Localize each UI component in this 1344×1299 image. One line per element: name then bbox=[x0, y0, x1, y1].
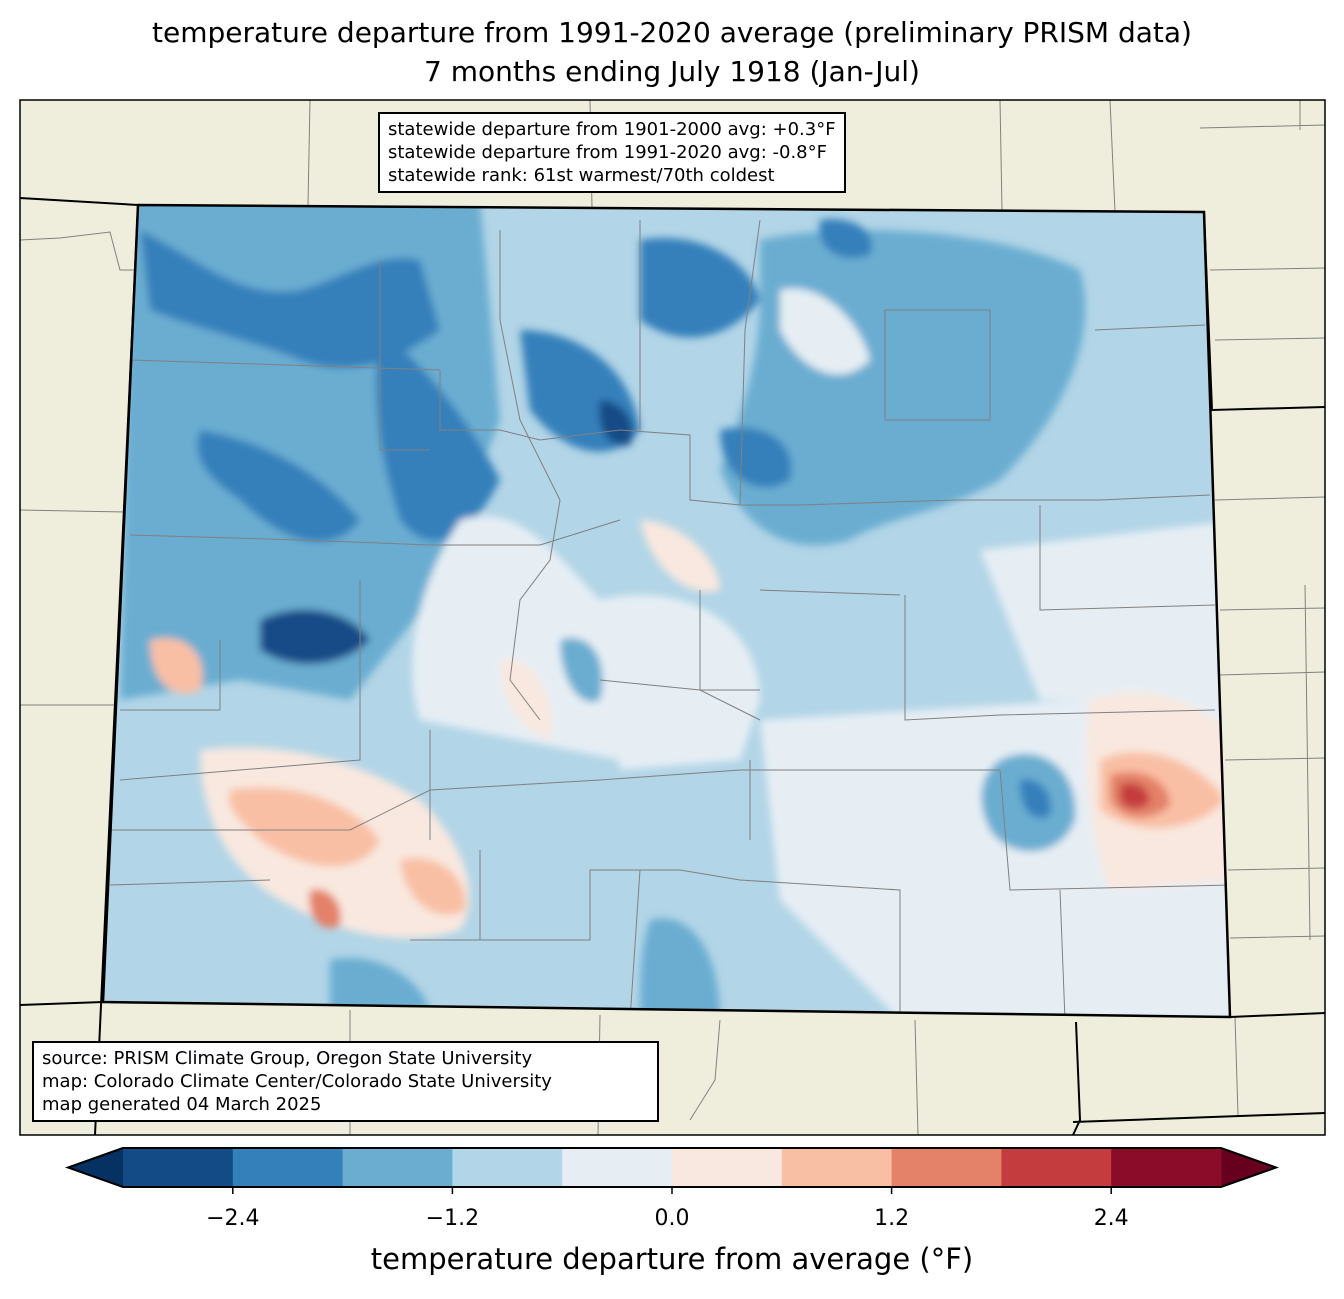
map-title: temperature departure from 1991-2020 ave… bbox=[152, 16, 1192, 49]
colorbar-tick-label: 2.4 bbox=[1093, 1206, 1129, 1231]
colorbar-tick-label: −1.2 bbox=[425, 1206, 480, 1231]
colorbar-tick-label: 1.2 bbox=[874, 1206, 910, 1231]
colorbar-bin bbox=[452, 1148, 563, 1187]
colorbar-bin bbox=[342, 1148, 453, 1187]
colorbar-bin bbox=[123, 1148, 234, 1187]
stat-1901-2000: statewide departure from 1901-2000 avg: … bbox=[388, 119, 836, 140]
colorbar-bin bbox=[781, 1148, 893, 1187]
source-box: source: PRISM Climate Group, Oregon Stat… bbox=[32, 1041, 659, 1122]
statewide-stats-box: statewide departure from 1901-2000 avg: … bbox=[378, 112, 846, 193]
map-subtitle: 7 months ending July 1918 (Jan-Jul) bbox=[424, 55, 920, 88]
colorbar-extend-low bbox=[68, 1148, 123, 1187]
stat-1991-2020: statewide departure from 1991-2020 avg: … bbox=[388, 142, 827, 163]
colorbar-bin bbox=[562, 1148, 673, 1187]
state-borders bbox=[19, 197, 1326, 1136]
colorbar-outline bbox=[65, 1147, 1279, 1188]
stat-rank: statewide rank: 61st warmest/70th coldes… bbox=[388, 165, 775, 186]
colorbar-label: temperature departure from average (°F) bbox=[370, 1242, 974, 1276]
colorbar-tick-label: −2.4 bbox=[206, 1206, 260, 1231]
colorbar-bin bbox=[1111, 1148, 1222, 1187]
colorbar-bin bbox=[232, 1148, 344, 1187]
source-line: source: PRISM Climate Group, Oregon Stat… bbox=[42, 1048, 533, 1069]
generated-date-line: map generated 04 March 2025 bbox=[42, 1094, 322, 1115]
neighbor-county-lines bbox=[19, 99, 1326, 1136]
colorbar-bin bbox=[891, 1148, 1002, 1187]
map-credit-line: map: Colorado Climate Center/Colorado St… bbox=[42, 1071, 552, 1092]
colorbar-tick-label: 0.0 bbox=[654, 1206, 690, 1231]
colorbar-extend-high bbox=[1221, 1148, 1276, 1187]
colorado-departure-field bbox=[103, 205, 1230, 1017]
colorbar-bin bbox=[1001, 1148, 1112, 1187]
colorbar bbox=[65, 1147, 1279, 1194]
county-lines bbox=[109, 219, 1230, 1017]
colorbar-bin bbox=[672, 1148, 783, 1187]
map-frame bbox=[19, 99, 1326, 1136]
